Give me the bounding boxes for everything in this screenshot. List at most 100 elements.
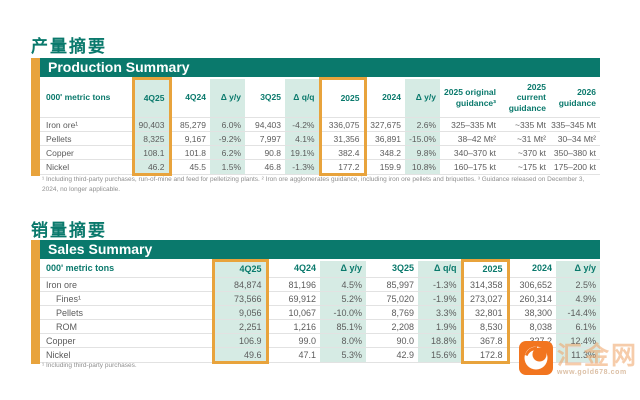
cell: 336,075 — [318, 117, 367, 132]
sales-footnote: ¹ Including third-party purchases. — [42, 362, 137, 369]
cell: 9.8% — [405, 145, 440, 160]
cell: 8,038 — [508, 319, 556, 334]
cell: 10,067 — [267, 305, 320, 320]
cell: 90,403 — [131, 117, 172, 132]
sales-summary-title: Sales Summary — [40, 240, 600, 259]
column-header: 2025 current guidance — [508, 81, 546, 114]
column-header: 4Q25 — [211, 259, 269, 278]
cell: 85.1% — [320, 319, 366, 334]
row-label: Copper — [40, 333, 213, 348]
column-header: 4Q25 — [131, 77, 172, 118]
cell: 4.5% — [320, 277, 366, 292]
table-row: Iron ore 84,874 81,196 4.5% 85,997 -1.3% 314,3… — [40, 277, 600, 292]
row-label: Nickel — [40, 347, 213, 363]
cell: 6.1% — [556, 319, 600, 334]
cell: 273,027 — [460, 291, 510, 306]
cell: 46.2 — [131, 159, 172, 176]
row-label: Fines¹ — [40, 291, 213, 306]
column-header: Δ y/y — [320, 260, 366, 278]
cell: 2.5% — [556, 277, 600, 292]
cell: 3.3% — [418, 305, 462, 320]
table-row: Nickel 46.2 45.5 1.5% 46.8 -1.3% 177.2 159.9 10.… — [40, 159, 600, 176]
cell: ~335 Mt — [500, 117, 550, 132]
cell: 306,652 — [508, 277, 556, 292]
cell: 38,300 — [508, 305, 556, 320]
column-header: Δ y/y — [405, 78, 440, 118]
cell: 340–370 kt — [440, 145, 500, 160]
cell: 84,874 — [211, 277, 269, 292]
cell: ~31 Mt² — [500, 131, 550, 146]
cell: 69,912 — [267, 291, 320, 306]
cell: -4.2% — [285, 117, 320, 132]
cell: 7,997 — [245, 131, 285, 146]
cell: 1,216 — [267, 319, 320, 334]
column-header: 2025 — [460, 259, 510, 278]
cell: 47.1 — [267, 347, 320, 363]
row-label: Pellets — [40, 305, 213, 320]
gold-accent-bar — [31, 240, 40, 364]
cell: 12.4% — [556, 333, 600, 348]
cell: 85,997 — [366, 277, 418, 292]
table-row: Pellets 9,056 10,067 -10.0% 8,769 3.3% 32,801 3… — [40, 305, 600, 320]
cell: 8,530 — [460, 319, 510, 334]
cell: 94,403 — [245, 117, 285, 132]
cell: ~370 kt — [500, 145, 550, 160]
row-label: Pellets — [40, 131, 133, 146]
cell: 31,356 — [318, 131, 367, 146]
cell: -1.3% — [418, 277, 462, 292]
cell: 1.5% — [210, 159, 245, 175]
cell: -15.0% — [405, 131, 440, 146]
production-summary-table: 000' metric tons 4Q25 4Q24 Δ y/y 3Q25 Δ q/q 20… — [40, 77, 600, 176]
cell: -9.2% — [210, 131, 245, 146]
watermark: 汇金网 www.gold678.com — [519, 341, 638, 376]
cell: 101.8 — [170, 145, 210, 160]
cell: 75,020 — [366, 291, 418, 306]
column-header: Δ q/q — [285, 78, 320, 118]
cell: 5.2% — [320, 291, 366, 306]
row-label: Nickel — [40, 159, 133, 175]
watermark-site-url: www.gold678.com — [557, 369, 627, 376]
column-header: 4Q24 — [185, 92, 206, 103]
cell: 314,358 — [460, 277, 510, 292]
cell: 348.2 — [365, 145, 405, 160]
cell: 46.8 — [245, 159, 285, 175]
cell: 6.2% — [210, 145, 245, 160]
table-header-row: 000' metric tons 4Q25 4Q24 Δ y/y 3Q25 Δ q/q 20… — [40, 77, 600, 118]
sales-summary-table: 000' metric tons 4Q25 4Q24 Δ y/y 3Q25 Δ q/q 20… — [40, 259, 600, 364]
table-row: Nickel49.647.15.3%42.915.6%172.8155.211.… — [40, 347, 600, 364]
cell: 177.2 — [318, 159, 367, 176]
cell: 382.4 — [318, 145, 367, 160]
cell: -10.0% — [320, 305, 366, 320]
cell: 9,167 — [170, 131, 210, 146]
column-header: 2024 — [531, 263, 552, 274]
cell: 73,566 — [211, 291, 269, 306]
row-label: ROM — [40, 319, 213, 334]
sales-summary-section: Sales Summary 000' metric tons 4Q25 4Q24 Δ … — [31, 240, 600, 364]
cell: 32,801 — [460, 305, 510, 320]
column-header: 2025 original guidance³ — [444, 87, 496, 108]
table-row: Fines¹ 73,566 69,912 5.2% 75,020 -1.9% 273,027… — [40, 291, 600, 306]
cell: 36,891 — [365, 131, 405, 146]
column-header: 3Q25 — [391, 263, 414, 274]
cell: 45.5 — [170, 159, 210, 175]
cell: 49.6 — [211, 347, 269, 364]
cell: 5.3% — [320, 347, 366, 363]
cell: 8,325 — [131, 131, 172, 146]
unit-label: 000' metric tons — [46, 92, 111, 103]
cell: 42.9 — [366, 347, 418, 363]
cell: 8.0% — [320, 333, 366, 348]
watermark-site-name: 汇金网 — [557, 341, 639, 370]
cell: 2.6% — [405, 117, 440, 132]
cell: 175–200 kt — [550, 159, 600, 175]
production-summary-title: Production Summary — [40, 58, 600, 77]
cell: -1.9% — [418, 291, 462, 306]
table-row: Copper 108.1 101.8 6.2% 90.8 19.1% 382.4 348.2 9… — [40, 145, 600, 160]
table-row: Pellets 8,325 9,167 -9.2% 7,997 4.1% 31,356 36,… — [40, 131, 600, 146]
cell: 11.3% — [556, 347, 600, 363]
huijin-logo-icon — [519, 341, 553, 375]
production-summary-section: Production Summary 000' metric tons 4Q25 4… — [31, 58, 600, 176]
row-label: Copper — [40, 145, 133, 160]
column-header: 2025 — [318, 77, 367, 118]
cell: 90.0 — [366, 333, 418, 348]
cell: ~175 kt — [500, 159, 550, 175]
